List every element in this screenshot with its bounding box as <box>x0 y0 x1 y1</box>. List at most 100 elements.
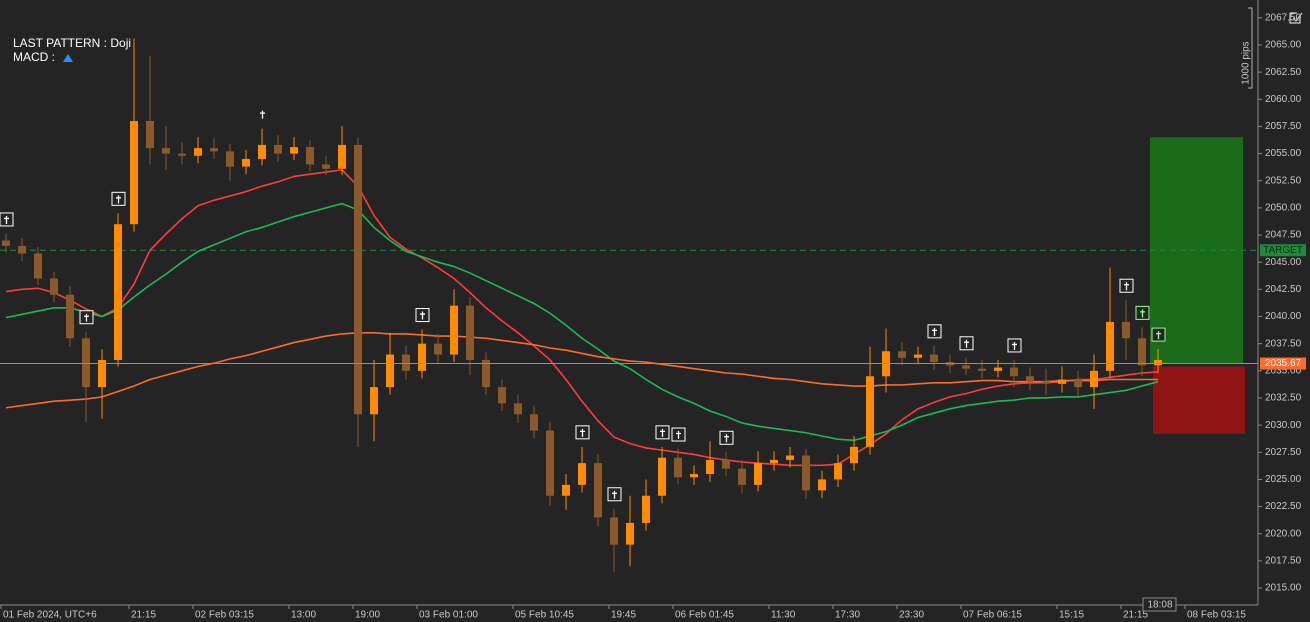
candle-body <box>386 354 394 388</box>
candle-body <box>1058 379 1066 384</box>
doji-marker <box>927 324 942 339</box>
marker-dagger <box>1156 331 1161 340</box>
candle-body <box>658 457 666 496</box>
time-label-bg <box>1142 597 1177 612</box>
y-tick-label: 2052.50 <box>1265 175 1302 186</box>
marker-dagger <box>116 195 121 204</box>
x-tick-label: 13:00 <box>291 610 316 621</box>
doji-marker <box>111 191 126 206</box>
candle-body <box>98 359 106 388</box>
marker-dagger <box>4 215 9 224</box>
candle-body <box>162 148 170 154</box>
candle-body <box>674 457 682 478</box>
candle-body <box>754 463 762 485</box>
marker-dagger <box>260 110 265 119</box>
doji-marker <box>79 310 94 325</box>
marker-dagger <box>1124 282 1129 291</box>
x-tick-label: 11:30 <box>771 610 796 621</box>
x-tick-label: 02 Feb 03:15 <box>195 610 254 621</box>
target-label-bg <box>1260 244 1306 257</box>
y-tick-label: 2055.00 <box>1265 148 1302 159</box>
y-tick-label: 2035.00 <box>1265 365 1302 376</box>
candle-body <box>258 144 266 160</box>
marker-dagger <box>676 431 681 440</box>
y-tick-label: 2057.50 <box>1265 121 1302 132</box>
candle-body <box>930 354 938 363</box>
candle-body <box>146 121 154 149</box>
macd-info: MACD : <box>13 50 55 64</box>
marker-dagger <box>1140 309 1145 318</box>
candle-body <box>690 474 698 478</box>
candle-body <box>370 387 378 415</box>
last-price-label-bg <box>1260 357 1306 370</box>
candle-body <box>2 240 10 246</box>
candle-body <box>962 365 970 369</box>
candle-body <box>738 468 746 485</box>
candle-body <box>706 459 714 475</box>
scale-bracket <box>1248 7 1253 89</box>
candle-body <box>418 343 426 371</box>
x-tick-label: 01 Feb 2024, UTC+6 <box>3 610 97 621</box>
marker-dagger <box>724 434 729 443</box>
x-tick-label: 17:30 <box>835 610 860 621</box>
marker-dagger <box>932 327 937 336</box>
scale-note: 1000 pips <box>1241 41 1252 84</box>
candle-body <box>898 351 906 358</box>
last-price-label: 2035.67 <box>1265 358 1302 369</box>
doji-marker <box>575 425 590 440</box>
candle-body <box>1010 367 1018 377</box>
y-tick-label: 2017.50 <box>1265 556 1302 567</box>
doji-marker <box>1119 278 1134 293</box>
edit-icon[interactable] <box>1289 12 1303 24</box>
marker-dagger <box>660 428 665 437</box>
moving-average <box>5 202 1159 442</box>
doji-marker <box>1151 327 1166 342</box>
candle-body <box>50 278 58 295</box>
y-tick-label: 2062.50 <box>1265 67 1302 78</box>
target-label: TARGET <box>1263 245 1303 256</box>
candle-body <box>626 522 634 545</box>
y-tick-label: 2067.50 <box>1265 12 1302 23</box>
doji-marker <box>415 308 430 323</box>
candle-body <box>818 479 826 491</box>
y-tick-label: 2045.00 <box>1265 257 1302 268</box>
marker-dagger <box>420 311 425 320</box>
candle-body <box>290 147 298 154</box>
candle-body <box>866 376 874 447</box>
moving-average <box>5 332 1158 409</box>
x-tick-label: 06 Feb 01:45 <box>675 610 734 621</box>
icon-bg[interactable] <box>1288 10 1302 25</box>
x-tick-label: 07 Feb 06:15 <box>963 610 1022 621</box>
candle-body <box>402 354 410 371</box>
candle-body <box>1154 359 1162 366</box>
doji-marker <box>0 212 14 227</box>
candle-body <box>1026 376 1034 382</box>
candle-body <box>802 455 810 491</box>
candle-body <box>1122 321 1130 339</box>
doji-marker <box>959 336 974 351</box>
candle-body <box>722 459 730 469</box>
doji-marker <box>1007 338 1022 353</box>
candle-body <box>482 359 490 388</box>
candle-body <box>434 343 442 355</box>
y-tick-label: 2022.50 <box>1265 501 1302 512</box>
candle-body <box>66 294 74 339</box>
doji-marker <box>260 110 265 119</box>
candle-body <box>130 121 138 225</box>
candle-body <box>242 159 250 167</box>
marker-dagger <box>1012 341 1017 350</box>
y-tick-label: 2025.00 <box>1265 474 1302 485</box>
candle-body <box>450 305 458 355</box>
y-tick-label: 2027.50 <box>1265 447 1302 458</box>
plot-area <box>0 38 1258 572</box>
marker-dagger <box>580 428 585 437</box>
candle-body <box>850 446 858 464</box>
candle-body <box>1106 321 1114 371</box>
doji-marker <box>719 430 734 445</box>
candle-body <box>1090 370 1098 388</box>
candle-body <box>578 463 586 485</box>
candle-body <box>322 164 330 169</box>
marker-dagger <box>612 490 617 499</box>
